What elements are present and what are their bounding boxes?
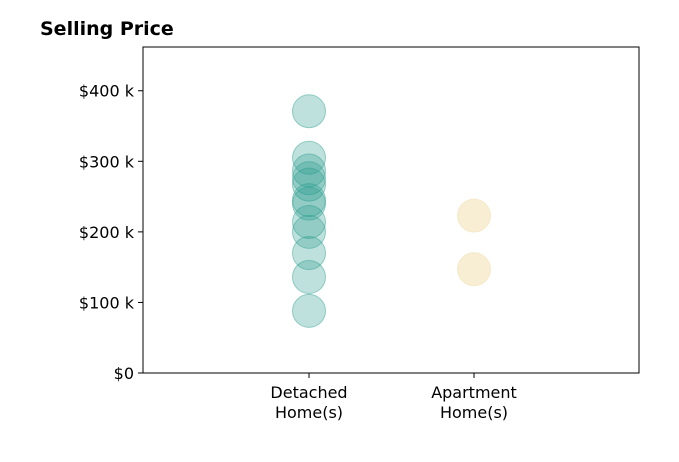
data-point [292, 161, 326, 196]
data-point [292, 214, 326, 249]
data-point [292, 153, 326, 188]
data-point [292, 236, 326, 271]
x-tick-label: Home(s) [275, 403, 343, 422]
data-point [292, 186, 326, 221]
data-point [457, 252, 491, 287]
data-point [292, 183, 326, 218]
plot-frame [142, 46, 640, 374]
x-tick-label: Apartment [431, 383, 517, 402]
data-point [292, 167, 326, 202]
x-tick-label: Detached [270, 383, 347, 402]
data-point [292, 260, 326, 295]
y-axis: $0 $100 k $200 k $300 k $400 k [79, 82, 143, 383]
data-points [292, 94, 491, 328]
data-point [292, 140, 326, 175]
y-tick-label: $300 k [79, 152, 135, 171]
data-point [292, 204, 326, 239]
data-point [292, 94, 326, 129]
y-tick-label: $0 [114, 364, 134, 383]
data-point [292, 293, 326, 328]
y-tick-label: $400 k [79, 82, 135, 101]
data-point [457, 198, 491, 233]
chart-title: Selling Price [40, 18, 174, 40]
y-tick-label: $100 k [79, 293, 135, 312]
x-tick-label: Home(s) [440, 403, 508, 422]
y-tick-label: $200 k [79, 223, 135, 242]
